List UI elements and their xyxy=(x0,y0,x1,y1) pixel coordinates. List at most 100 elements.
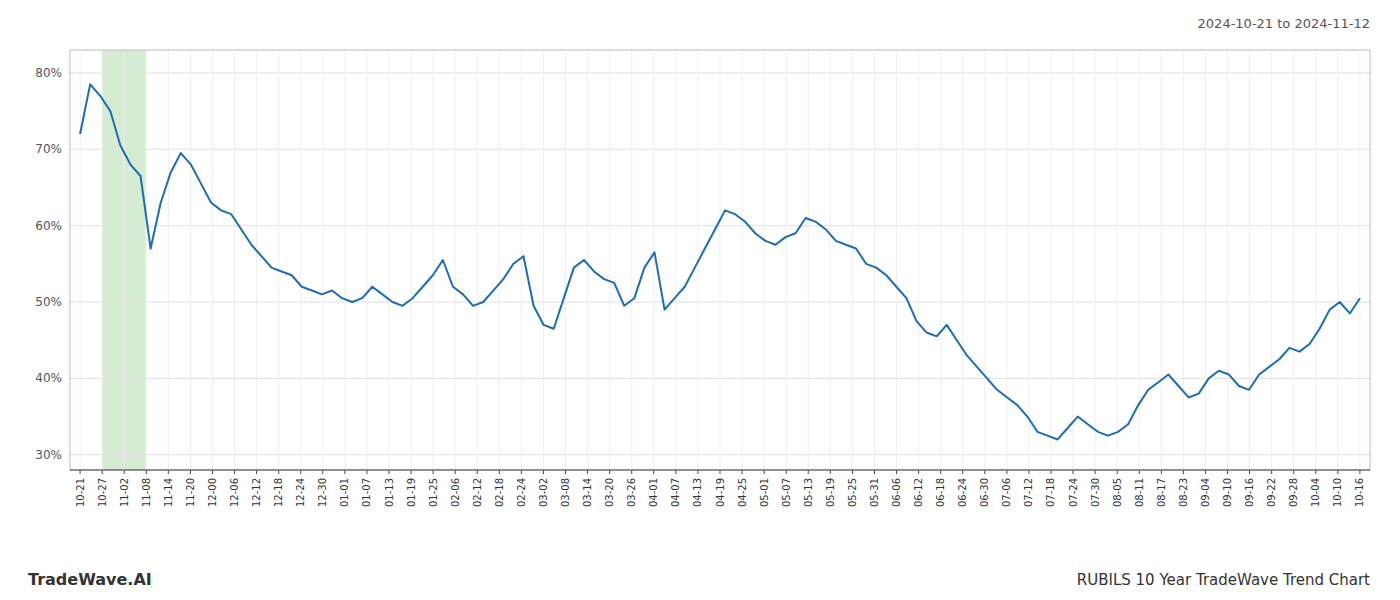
x-tick-label: 12-12 xyxy=(251,478,262,507)
y-tick-label: 70% xyxy=(35,142,62,156)
x-grid-line xyxy=(896,50,897,470)
x-tick-label: 11-20 xyxy=(185,478,196,507)
y-tick-label: 80% xyxy=(35,66,62,80)
x-tick-label: 07-12 xyxy=(1023,478,1034,507)
x-grid-line xyxy=(984,50,985,470)
x-grid-line xyxy=(212,50,213,470)
x-tick-label: 10-16 xyxy=(1354,478,1365,507)
x-tick-label: 06-30 xyxy=(979,478,990,507)
x-grid-line xyxy=(168,50,169,470)
x-grid-line xyxy=(1095,50,1096,470)
x-grid-line xyxy=(1227,50,1228,470)
annotation: TradeWave.AI xyxy=(28,570,152,589)
x-grid-line xyxy=(1139,50,1140,470)
x-grid-line xyxy=(1359,50,1360,470)
x-grid-line xyxy=(389,50,390,470)
x-tick-label: 07-06 xyxy=(1001,478,1012,507)
x-tick-label: 10-27 xyxy=(97,478,108,507)
x-tick-label: 12-18 xyxy=(273,478,284,507)
x-tick-label: 05-19 xyxy=(825,478,836,507)
x-grid-line xyxy=(521,50,522,470)
x-grid-line xyxy=(940,50,941,470)
x-grid-line xyxy=(1315,50,1316,470)
x-grid-line xyxy=(565,50,566,470)
x-grid-line xyxy=(1117,50,1118,470)
x-tick-label: 12-30 xyxy=(317,478,328,507)
x-tick-label: 01-07 xyxy=(361,478,372,507)
x-grid-line xyxy=(1050,50,1051,470)
x-grid-line xyxy=(477,50,478,470)
x-tick-label: 07-30 xyxy=(1090,478,1101,507)
x-grid-line xyxy=(852,50,853,470)
x-grid-line xyxy=(808,50,809,470)
x-grid-line xyxy=(124,50,125,470)
x-tick-label: 04-01 xyxy=(648,478,659,507)
x-tick-label: 04-19 xyxy=(715,478,726,507)
x-tick-label: 02-24 xyxy=(516,478,527,507)
x-tick-label: 10-21 xyxy=(75,478,86,507)
x-grid-line xyxy=(653,50,654,470)
x-tick-label: 08-11 xyxy=(1134,478,1145,507)
plot-frame xyxy=(70,50,1370,470)
x-grid-line xyxy=(609,50,610,470)
x-grid-line xyxy=(366,50,367,470)
x-tick-label: 01-13 xyxy=(384,478,395,507)
line xyxy=(80,84,1360,439)
x-grid-line xyxy=(587,50,588,470)
plot-area xyxy=(102,50,146,470)
x-grid-line xyxy=(146,50,147,470)
x-tick-label: 06-18 xyxy=(935,478,946,507)
x-tick-label: 03-08 xyxy=(560,478,571,507)
x-tick-label: 12-06 xyxy=(229,478,240,507)
subtitle: 2024-10-21 to 2024-11-12 xyxy=(1198,16,1370,31)
y-tick-label: 30% xyxy=(35,448,62,462)
x-tick-label: 03-26 xyxy=(626,478,637,507)
x-grid-line xyxy=(918,50,919,470)
x-grid-line xyxy=(1205,50,1206,470)
x-grid-line xyxy=(1006,50,1007,470)
y-tick-label: 50% xyxy=(35,295,62,309)
chart: 30%40%50%60%70%80%10-2110-2711-0211-0811… xyxy=(0,0,1400,600)
x-tick-label: 07-24 xyxy=(1068,478,1079,507)
series xyxy=(80,84,1360,439)
x-grid-line xyxy=(278,50,279,470)
x-tick-label: 03-14 xyxy=(582,478,593,507)
x-tick-label: 01-25 xyxy=(428,478,439,507)
x-grid-line xyxy=(80,50,81,470)
x-grid-line xyxy=(102,50,103,470)
x-grid-line xyxy=(1293,50,1294,470)
x-grid-line xyxy=(455,50,456,470)
shaded-region xyxy=(102,50,146,470)
x-grid-line xyxy=(874,50,875,470)
x-tick-label: 12-00 xyxy=(207,478,218,507)
x-tick-label: 05-01 xyxy=(759,478,770,507)
x-grid-line xyxy=(1161,50,1162,470)
x-tick-label: 06-06 xyxy=(891,478,902,507)
x-tick-label: 06-12 xyxy=(913,478,924,507)
x-grid-line xyxy=(433,50,434,470)
x-grid-line xyxy=(764,50,765,470)
x-tick-label: 04-13 xyxy=(692,478,703,507)
x-grid-line xyxy=(631,50,632,470)
x-grid-line xyxy=(1271,50,1272,470)
x-tick-label: 05-13 xyxy=(803,478,814,507)
x-grid-line xyxy=(1337,50,1338,470)
x-tick-label: 03-20 xyxy=(604,478,615,507)
x-grid-line xyxy=(322,50,323,470)
x-tick-label: 12-24 xyxy=(295,478,306,507)
x-grid-line xyxy=(411,50,412,470)
x-tick-label: 05-07 xyxy=(781,478,792,507)
x-grid-line xyxy=(786,50,787,470)
title: RUBILS 10 Year TradeWave Trend Chart xyxy=(1077,571,1370,589)
x-grid-line xyxy=(675,50,676,470)
x-grid-line xyxy=(190,50,191,470)
y-tick-label: 60% xyxy=(35,219,62,233)
x-grid-line xyxy=(344,50,345,470)
x-tick-label: 10-04 xyxy=(1310,478,1321,507)
x-tick-label: 10-10 xyxy=(1332,478,1343,507)
x-grid-line xyxy=(256,50,257,470)
x-grid-line xyxy=(1073,50,1074,470)
x-tick-label: 05-25 xyxy=(847,478,858,507)
x-grid-line xyxy=(234,50,235,470)
x-grid-line xyxy=(1183,50,1184,470)
